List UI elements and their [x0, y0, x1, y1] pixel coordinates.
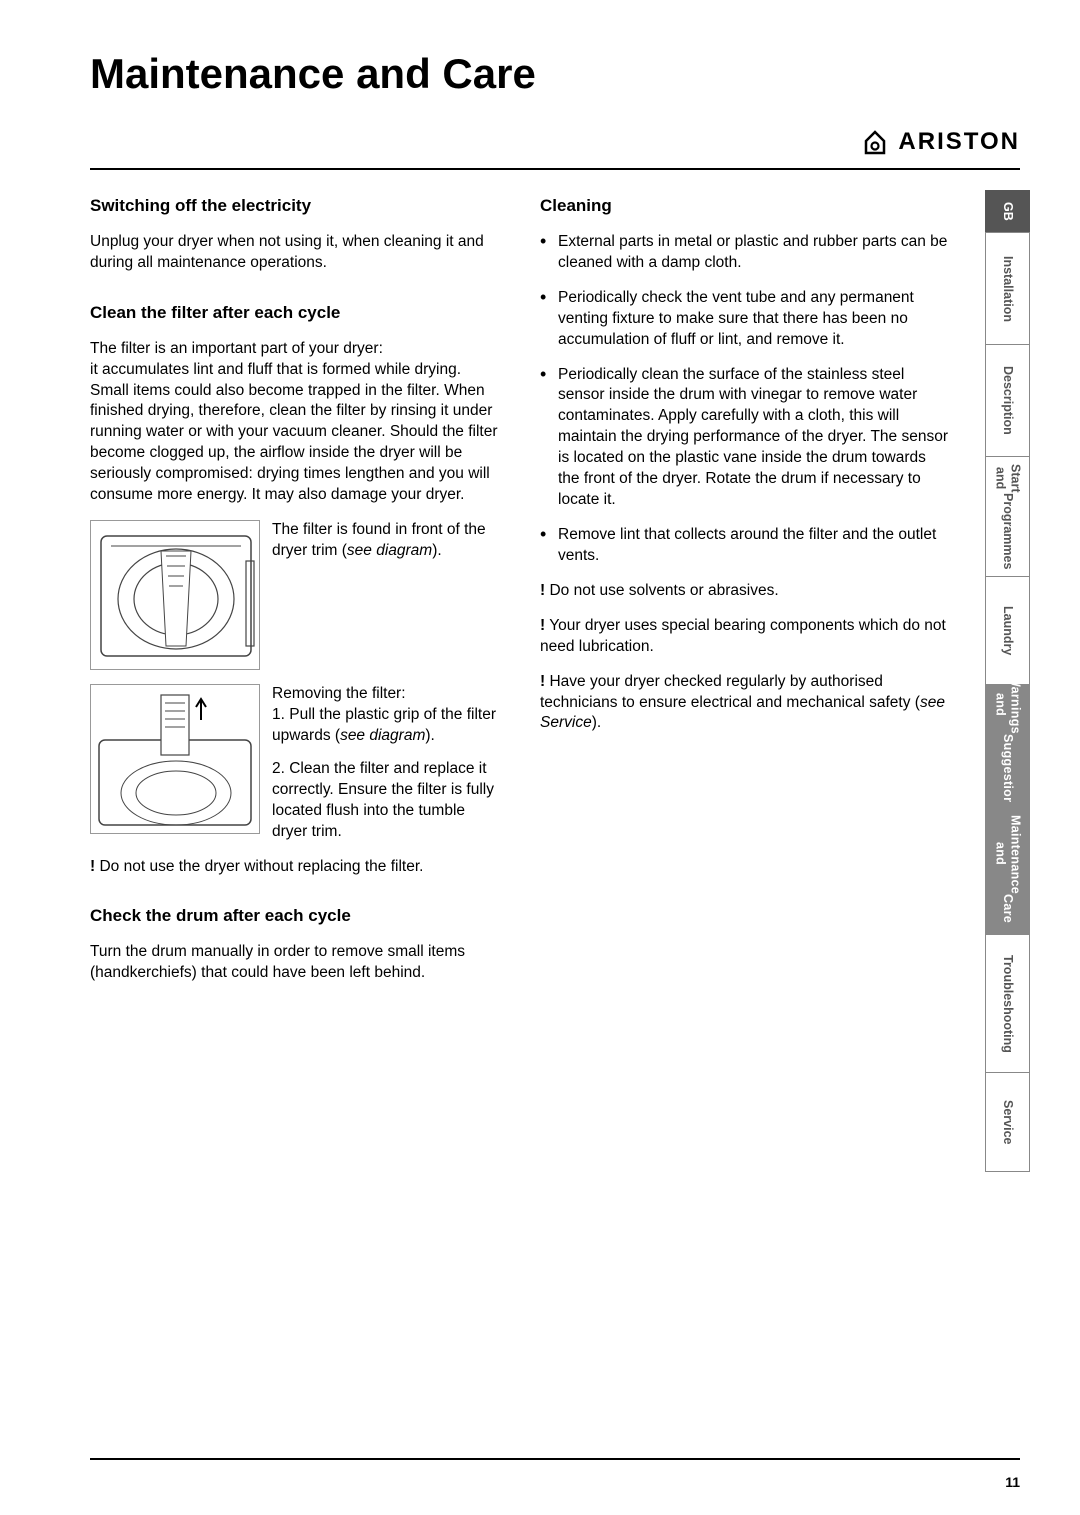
brand-text: ARISTON [898, 128, 1020, 156]
section-switching-off: Switching off the electricity Unplug you… [90, 195, 500, 274]
filter-removal-diagram [90, 684, 260, 834]
tab-laundry[interactable]: Laundry [985, 576, 1030, 684]
tab-service[interactable]: Service [985, 1072, 1030, 1172]
text: it accumulates lint and fluff that is fo… [90, 361, 461, 378]
brand-logo-icon [862, 129, 888, 155]
tab-warnings[interactable]: Warnings andSuggestions [985, 684, 1030, 802]
page-title: Maintenance and Care [90, 50, 1020, 98]
tab-maintenance[interactable]: Maintenance andCare [985, 802, 1030, 934]
text: ). [592, 714, 601, 731]
section-clean-filter: Clean the filter after each cycle The fi… [90, 302, 500, 878]
tab-label: Programmes [1000, 493, 1015, 569]
heading-check-drum: Check the drum after each cycle [90, 905, 500, 928]
list-item: External parts in metal or plastic and r… [540, 232, 950, 274]
column-left: Switching off the electricity Unplug you… [90, 195, 505, 1012]
text: Removing the filter: [272, 684, 500, 705]
side-tabs: GB Installation Description Start andPro… [985, 190, 1030, 1172]
tab-troubleshooting[interactable]: Troubleshooting [985, 934, 1030, 1072]
text: ). [425, 727, 434, 744]
heading-switching-off: Switching off the electricity [90, 195, 500, 218]
section-check-drum: Check the drum after each cycle Turn the… [90, 905, 500, 984]
content-columns: Switching off the electricity Unplug you… [90, 195, 1020, 1012]
brand-row: ARISTON [90, 128, 1020, 156]
warning: ! Do not use solvents or abrasives. [540, 581, 950, 602]
filter-location-diagram [90, 520, 260, 670]
text: Small items could also become trapped in… [90, 382, 498, 504]
para: Turn the drum manually in order to remov… [90, 942, 500, 984]
diagram-row-1: The filter is found in front of the drye… [90, 520, 500, 670]
warning: ! Do not use the dryer without replacing… [90, 857, 500, 878]
tab-label: Warnings and [993, 675, 1023, 734]
tab-label: Maintenance and [993, 815, 1023, 894]
tab-gb[interactable]: GB [985, 190, 1030, 232]
text: Have your dryer checked regularly by aut… [540, 673, 920, 711]
heading-cleaning: Cleaning [540, 195, 950, 218]
heading-clean-filter: Clean the filter after each cycle [90, 302, 500, 325]
text: 2. Clean the filter and replace it corre… [272, 759, 500, 843]
diagram-row-2: Removing the filter: 1. Pull the plastic… [90, 684, 500, 842]
text: Do not use the dryer without replacing t… [95, 858, 423, 875]
text: The filter is an important part of your … [90, 340, 383, 357]
column-right: Cleaning External parts in metal or plas… [540, 195, 1020, 1012]
text-italic: see diagram [340, 727, 425, 744]
divider-top [90, 168, 1020, 170]
text: Your dryer uses special bearing componen… [540, 617, 946, 655]
page-number: 11 [1005, 1474, 1020, 1490]
warning: ! Your dryer uses special bearing compon… [540, 616, 950, 658]
page: Maintenance and Care ARISTON Switching o… [0, 0, 1080, 1515]
list-item: Periodically check the vent tube and any… [540, 288, 950, 351]
text-italic: see diagram [347, 542, 432, 559]
para: Unplug your dryer when not using it, whe… [90, 232, 500, 274]
section-cleaning: Cleaning External parts in metal or plas… [540, 195, 950, 734]
divider-bottom [90, 1458, 1020, 1460]
para: The filter is an important part of your … [90, 339, 500, 506]
list-item: Periodically clean the surface of the st… [540, 365, 950, 511]
warning: ! Have your dryer checked regularly by a… [540, 672, 950, 735]
diagram-caption: The filter is found in front of the drye… [272, 520, 500, 562]
tab-label: Care [1000, 894, 1015, 923]
tab-label: Start and [993, 464, 1023, 492]
text: Do not use solvents or abrasives. [545, 582, 778, 599]
list-item: Remove lint that collects around the fil… [540, 525, 950, 567]
tab-label: Suggestions [1000, 734, 1015, 812]
cleaning-list: External parts in metal or plastic and r… [540, 232, 950, 567]
tab-description[interactable]: Description [985, 344, 1030, 456]
diagram-caption: Removing the filter: 1. Pull the plastic… [272, 684, 500, 842]
tab-installation[interactable]: Installation [985, 232, 1030, 344]
tab-start-programmes[interactable]: Start andProgrammes [985, 456, 1030, 576]
